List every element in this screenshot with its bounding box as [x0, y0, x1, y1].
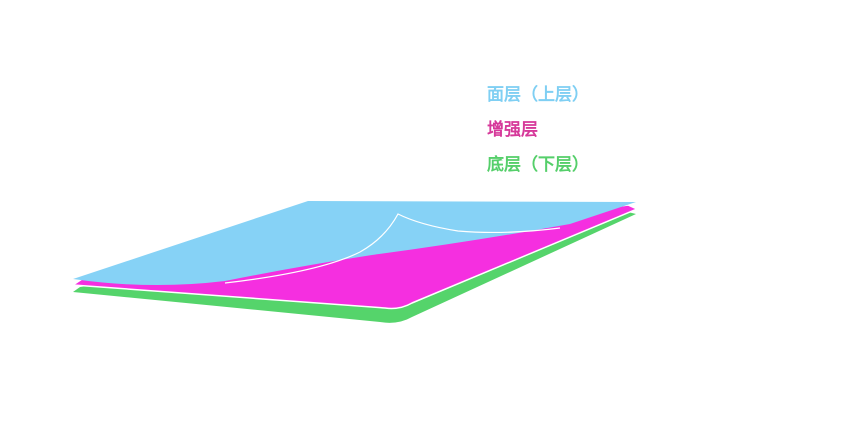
legend-bottom-layer: 底层（下层）	[487, 155, 589, 175]
top-layer-curl-edge	[224, 213, 561, 284]
top-layer-sheet	[73, 201, 636, 286]
legend-top-layer: 面层（上层）	[487, 85, 589, 105]
legend-reinforcement-layer: 增强层	[487, 120, 538, 140]
layer-legend: 面层（上层） 增强层 底层（下层）	[487, 78, 589, 183]
